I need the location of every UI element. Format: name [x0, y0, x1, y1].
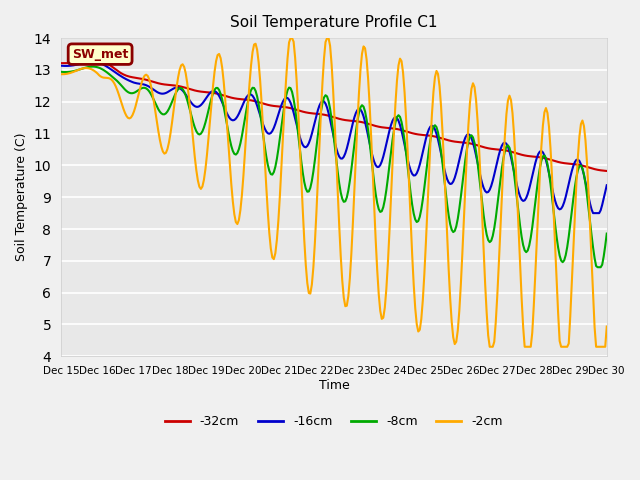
- X-axis label: Time: Time: [319, 379, 349, 392]
- Title: Soil Temperature Profile C1: Soil Temperature Profile C1: [230, 15, 438, 30]
- Text: SW_met: SW_met: [72, 48, 128, 60]
- Legend: -32cm, -16cm, -8cm, -2cm: -32cm, -16cm, -8cm, -2cm: [160, 410, 508, 433]
- Y-axis label: Soil Temperature (C): Soil Temperature (C): [15, 133, 28, 262]
